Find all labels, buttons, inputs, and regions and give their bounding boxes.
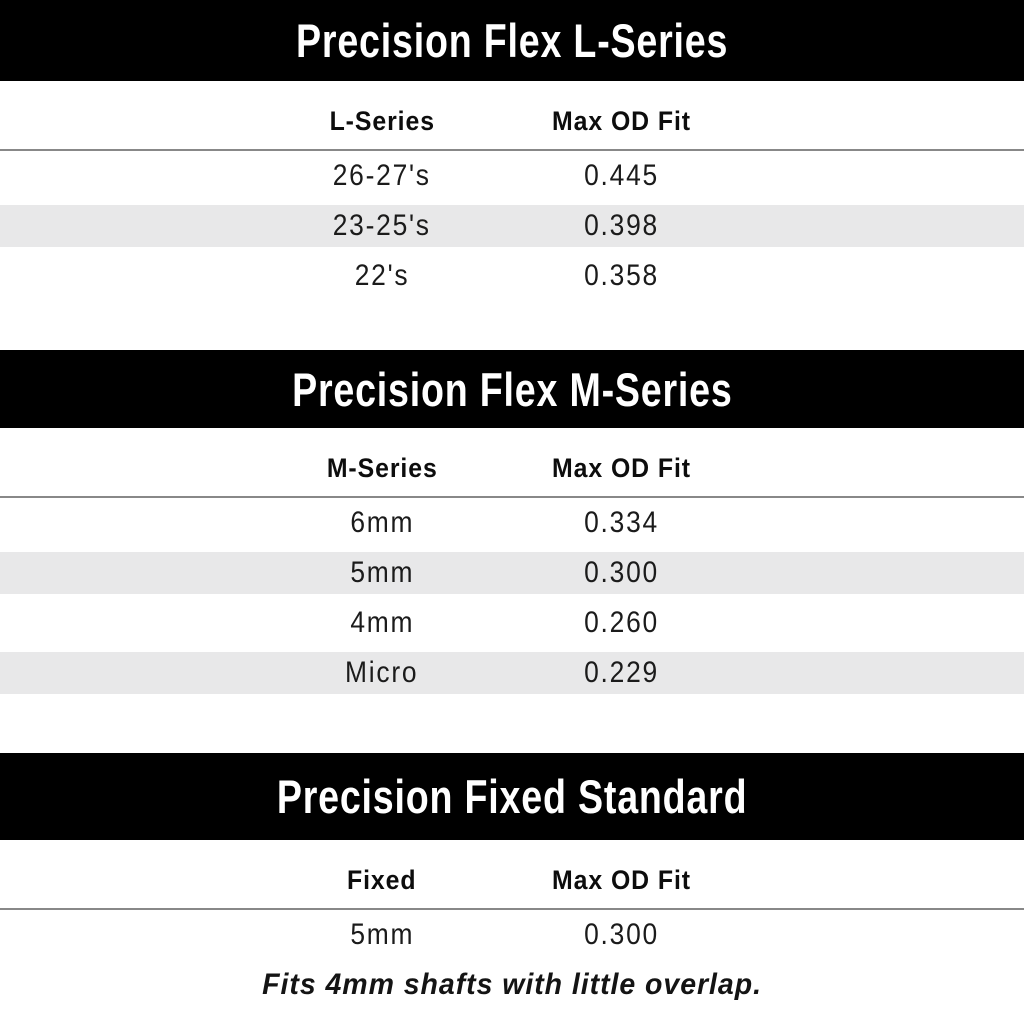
l-series-banner: Precision Flex L-Series: [0, 0, 1024, 81]
row-value: 0.300: [584, 918, 660, 951]
table-row: 5mm 0.300: [0, 548, 1024, 598]
table-row: 6mm 0.334: [0, 498, 1024, 548]
row-label: 23-25's: [332, 209, 432, 242]
row-value: 0.229: [584, 656, 660, 689]
row-label: 5mm: [350, 918, 414, 951]
m-series-header-row: M-Series Max OD Fit: [0, 428, 1024, 498]
fixed-standard-banner: Precision Fixed Standard: [0, 753, 1024, 840]
row-label: 5mm: [350, 556, 414, 589]
fixed-standard-title: Precision Fixed Standard: [276, 770, 748, 823]
row-value: 0.260: [584, 606, 660, 639]
m-series-banner: Precision Flex M-Series: [0, 350, 1024, 428]
l-series-header-row: L-Series Max OD Fit: [0, 81, 1024, 151]
max-od-fit-column-header: Max OD Fit: [552, 106, 692, 136]
row-label: 26-27's: [332, 159, 432, 192]
table-row: 23-25's 0.398: [0, 201, 1024, 251]
footnote-text: Fits 4mm shafts with little overlap.: [262, 968, 762, 1001]
row-value: 0.358: [584, 259, 660, 292]
max-od-fit-column-header: Max OD Fit: [552, 865, 692, 895]
l-series-column-header: L-Series: [329, 106, 435, 136]
row-value: 0.300: [584, 556, 660, 589]
footnote: Fits 4mm shafts with little overlap.: [0, 968, 1024, 1002]
m-series-column-header: M-Series: [326, 453, 438, 483]
row-value: 0.334: [584, 506, 660, 539]
max-od-fit-column-header: Max OD Fit: [552, 453, 692, 483]
m-series-title: Precision Flex M-Series: [291, 362, 733, 416]
table-row: 5mm 0.300: [0, 910, 1024, 960]
table-row: 4mm 0.260: [0, 598, 1024, 648]
row-label: 6mm: [350, 506, 414, 539]
table-row: 22's 0.358: [0, 251, 1024, 301]
row-label: Micro: [345, 656, 419, 689]
row-value: 0.398: [584, 209, 660, 242]
row-label: 22's: [354, 259, 410, 292]
fixed-column-header: Fixed: [347, 865, 417, 895]
row-label: 4mm: [350, 606, 414, 639]
table-row: Micro 0.229: [0, 648, 1024, 698]
l-series-title: Precision Flex L-Series: [295, 14, 729, 67]
table-row: 26-27's 0.445: [0, 151, 1024, 201]
fixed-header-row: Fixed Max OD Fit: [0, 840, 1024, 910]
row-value: 0.445: [584, 159, 660, 192]
